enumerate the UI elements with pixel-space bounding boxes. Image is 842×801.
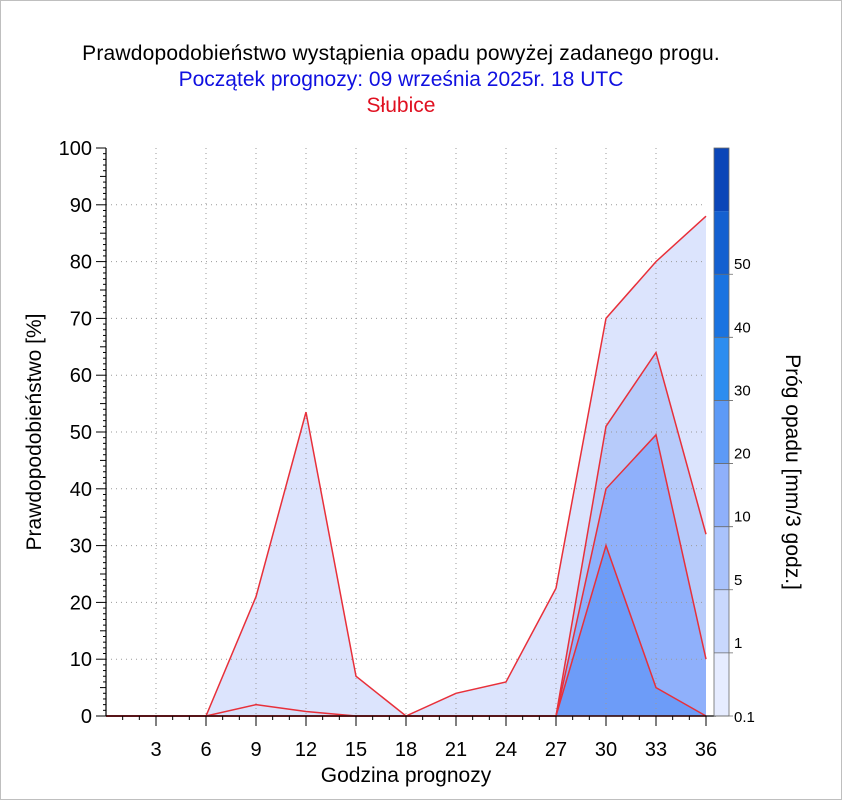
- title-block: Prawdopodobieństwo wystąpienia opadu pow…: [1, 41, 801, 119]
- colorbar-segment: [714, 526, 729, 590]
- y-tick-label: 80: [70, 252, 92, 274]
- x-tick-label: 6: [200, 739, 211, 761]
- x-tick-label: 9: [250, 739, 261, 761]
- colorbar-tick-label: 5: [734, 572, 742, 589]
- colorbar-segment: [714, 337, 729, 401]
- series-areas: [106, 216, 706, 716]
- y-axis-label: Prawdopodobieństwo [%]: [23, 314, 46, 551]
- colorbar: 0.1 1 5 10 20 30 40 50: [713, 147, 755, 726]
- x-tick-label: 21: [445, 739, 467, 761]
- colorbar-segment: [714, 274, 729, 338]
- x-tick-label: 30: [595, 739, 617, 761]
- chart-title: Prawdopodobieństwo wystąpienia opadu pow…: [82, 42, 720, 65]
- colorbar-segment: [714, 211, 729, 275]
- y-tick-label: 10: [70, 649, 92, 671]
- colorbar-segment: [714, 589, 729, 653]
- y-tick-label: 50: [70, 422, 92, 444]
- colorbar-segment: [714, 400, 729, 464]
- chart-subtitle: Początek prognozy: 09 września 2025r. 18…: [178, 68, 624, 91]
- colorbar-tick-label: 50: [734, 256, 751, 273]
- colorbar-tick-label: 1: [734, 635, 742, 652]
- x-tick-label: 3: [150, 739, 161, 761]
- colorbar-segment: [714, 148, 729, 212]
- grid-lines: [106, 148, 706, 716]
- y-tick-label: 0: [81, 706, 92, 728]
- colorbar-tick-label: 40: [734, 319, 751, 336]
- y-tick-label: 90: [70, 195, 92, 217]
- x-tick-label: 18: [395, 739, 417, 761]
- colorbar-tick-label: 20: [734, 446, 751, 463]
- colorbar-label: Próg opadu [mm/3 godz.]: [781, 354, 804, 590]
- x-tick-label: 27: [545, 739, 567, 761]
- colorbar-segment: [714, 463, 729, 527]
- area-threshold-20: [106, 545, 706, 716]
- y-tick-label: 20: [70, 592, 92, 614]
- station-name: Słubice: [366, 94, 436, 117]
- x-tick-label: 24: [495, 739, 517, 761]
- y-tick-label: 60: [70, 365, 92, 387]
- y-tick-label: 70: [70, 308, 92, 330]
- y-tick-label: 40: [70, 479, 92, 501]
- y-tick-label: 100: [59, 138, 92, 160]
- area-threshold-0.1: [106, 216, 706, 716]
- x-axis-label: Godzina prognozy: [321, 764, 492, 787]
- colorbar-tick-label: 10: [734, 509, 751, 526]
- colorbar-tick-label: 0.1: [734, 709, 755, 726]
- x-tick-label: 33: [645, 739, 667, 761]
- x-tick-label: 12: [295, 739, 317, 761]
- x-tick-label: 36: [695, 739, 717, 761]
- x-tick-label: 15: [345, 739, 367, 761]
- colorbar-segment: [714, 652, 729, 716]
- colorbar-tick-label: 30: [734, 382, 751, 399]
- y-tick-label: 30: [70, 536, 92, 558]
